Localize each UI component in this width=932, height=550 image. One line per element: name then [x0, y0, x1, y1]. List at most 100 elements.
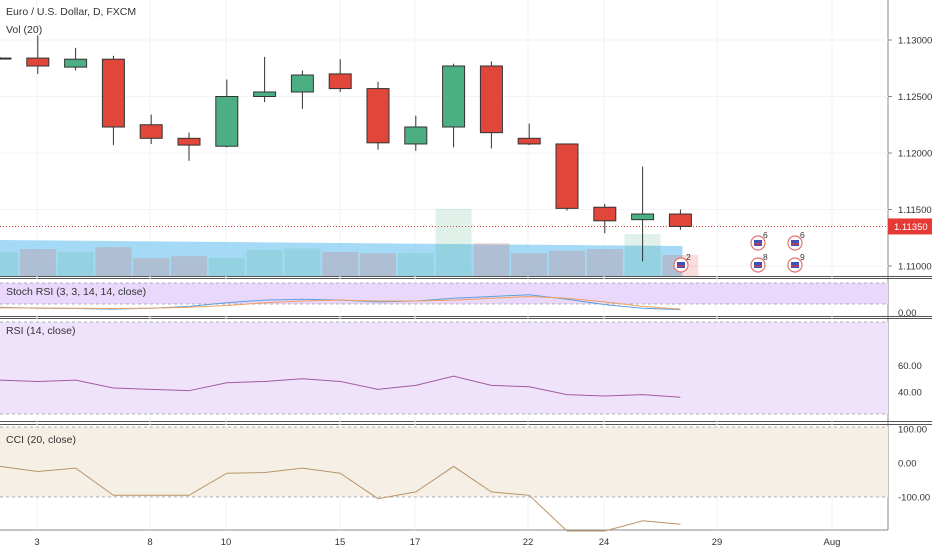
volume-bar: [435, 208, 472, 276]
candle-body: [517, 137, 541, 145]
cci-tick-label: 100.00: [898, 425, 927, 436]
cci-tick-label: 0.00: [898, 459, 917, 470]
volume-bar: [57, 252, 94, 276]
candle: [64, 47, 88, 71]
candle: [26, 35, 50, 74]
candle: [215, 79, 239, 148]
candle: [139, 114, 163, 144]
candle-body: [442, 65, 466, 128]
candle-body: [668, 213, 692, 227]
event-flag-icon[interactable]: 6: [787, 230, 805, 251]
time-tick-label: Aug: [824, 537, 841, 548]
volume-bar: [397, 253, 434, 276]
candle-body: [631, 213, 655, 221]
candle: [442, 63, 466, 148]
stoch-d-line: [0, 295, 681, 310]
volume-bar: [246, 250, 283, 276]
us-flag-icon: [791, 240, 799, 246]
candle: [0, 56, 12, 60]
candle: [555, 143, 579, 211]
candle-body: [366, 88, 390, 144]
volume-bar: [473, 243, 510, 276]
volume-bar: [208, 258, 245, 276]
price-tick-label: 1.12500: [898, 92, 932, 103]
candle-body: [26, 57, 50, 67]
candle: [366, 81, 390, 150]
volume-bar: [0, 252, 18, 276]
price-tick-label: 1.12000: [898, 149, 932, 160]
candle-body: [139, 124, 163, 139]
us-flag-icon: [754, 262, 762, 268]
time-tick-label: 10: [221, 537, 232, 548]
time-tick-label: 24: [599, 537, 610, 548]
candle: [517, 123, 541, 146]
candle-body: [555, 143, 579, 209]
current-price-label: 1.11350: [894, 222, 928, 233]
event-flag-icon[interactable]: 8: [750, 252, 768, 273]
stoch-tick-label: 0.00: [898, 308, 917, 319]
rsi-line: [0, 375, 681, 398]
price-tick-label: 1.11500: [898, 205, 932, 216]
volume-bar: [586, 249, 623, 276]
volume-label: Vol (20): [6, 24, 42, 36]
candle-body: [64, 58, 88, 68]
candle: [404, 115, 428, 151]
current-price-badge: [888, 218, 932, 235]
cci-label: CCI (20, close): [6, 434, 76, 446]
event-flag-icon[interactable]: 9: [787, 252, 805, 273]
price-tick-label: 1.11000: [898, 262, 932, 273]
rsi-tick-label: 40.00: [898, 388, 922, 399]
time-tick-label: 15: [335, 537, 346, 548]
volume-bar: [19, 249, 56, 276]
event-count: 8: [763, 252, 768, 262]
stoch-band: [0, 283, 888, 304]
volume-bar: [95, 247, 132, 276]
event-count: 6: [800, 230, 805, 240]
time-tick-label: 29: [712, 537, 723, 548]
candle: [177, 132, 201, 161]
candle-body: [177, 137, 201, 146]
rsi-label: RSI (14, close): [6, 325, 75, 337]
volume-bar: [360, 253, 396, 276]
cci-line: [0, 465, 681, 532]
time-tick-label: 8: [147, 537, 152, 548]
time-tick-label: 3: [34, 537, 39, 548]
rsi-band: [0, 322, 888, 414]
candle-body: [253, 91, 277, 98]
time-tick-label: 17: [410, 537, 421, 548]
candle-body: [101, 58, 125, 128]
volume-bar: [549, 250, 585, 276]
us-flag-icon: [754, 240, 762, 246]
candle-body: [404, 126, 428, 145]
event-count: 9: [800, 252, 805, 262]
volume-bar: [133, 258, 170, 276]
price-tick-label: 1.13000: [898, 36, 932, 47]
candle-body: [479, 65, 503, 134]
candle: [479, 61, 503, 149]
candle: [101, 55, 125, 146]
volume-bar: [171, 256, 207, 276]
rsi-tick-label: 60.00: [898, 361, 922, 372]
candle-body: [215, 96, 239, 147]
event-flag-icon[interactable]: 6: [750, 230, 768, 251]
cci-tick-label: -100.00: [898, 493, 930, 504]
candle: [668, 209, 692, 230]
symbol-title: Euro / U.S. Dollar, D, FXCM: [6, 6, 136, 18]
event-count: 2: [686, 252, 691, 262]
candle-body: [0, 57, 12, 60]
us-flag-icon: [677, 262, 685, 268]
candle: [253, 56, 277, 103]
candle-body: [328, 73, 352, 90]
us-flag-icon: [791, 262, 799, 268]
time-tick-label: 22: [523, 537, 534, 548]
volume-ma-area: [0, 240, 683, 276]
stoch-rsi-label: Stoch RSI (3, 3, 14, 14, close): [6, 286, 146, 298]
volume-bar: [511, 253, 548, 276]
event-flag-icon[interactable]: 2: [673, 252, 691, 273]
candle-body: [290, 74, 314, 93]
candle: [290, 70, 314, 109]
candle: [631, 166, 655, 262]
volume-bar: [284, 248, 321, 276]
event-count: 6: [763, 230, 768, 240]
